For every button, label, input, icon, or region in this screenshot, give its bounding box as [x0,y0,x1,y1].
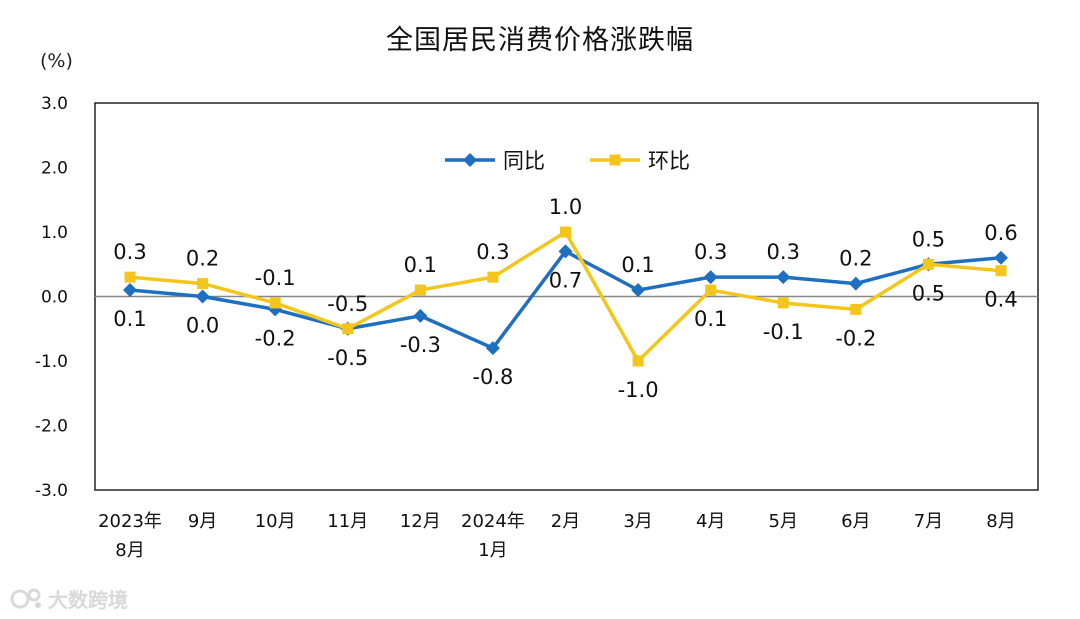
data-label-mom: 0.1 [694,307,727,331]
watermark: 大数跨境 [10,584,128,613]
data-label-yoy: -0.3 [400,333,441,357]
data-point-yoy [123,283,137,298]
data-label-mom: 0.4 [984,288,1017,312]
x-tick-label: 8月 [986,511,1015,532]
data-label-yoy: 0.0 [186,314,219,338]
data-label-yoy: 0.3 [767,240,800,264]
x-tick-label: 9月 [188,511,217,532]
data-point-yoy [848,276,863,291]
data-label-mom: -0.1 [255,266,296,290]
chart-title: 全国居民消费价格涨跌幅 [386,25,694,56]
data-point-yoy [994,250,1008,265]
data-point-mom [342,323,354,335]
watermark-text: 大数跨境 [48,588,128,612]
y-tick-label: -1.0 [35,352,68,372]
data-label-mom: 0.3 [476,240,509,264]
data-label-yoy: -0.5 [327,346,368,370]
data-label-mom: -1.0 [618,378,659,402]
data-label-mom: -0.1 [763,320,804,344]
legend-marker-yoy [463,153,477,167]
data-label-yoy: 0.3 [694,240,727,264]
data-point-yoy [703,270,718,285]
y-tick-label: -2.0 [35,417,68,437]
y-tick-label: 1.0 [41,223,68,243]
brand-logo-icon [10,588,41,608]
data-label-mom: 0.2 [186,247,219,271]
data-point-mom [777,297,789,309]
data-point-yoy [558,244,573,259]
x-tick-label: 11月 [327,511,368,532]
data-label-mom: 0.3 [113,240,146,264]
data-point-mom [705,284,717,296]
x-tick-label: 8月 [115,540,144,561]
y-tick-label: 3.0 [41,94,68,114]
y-tick-label: 0.0 [41,288,68,308]
data-point-mom [414,284,426,296]
data-label-mom: 0.5 [912,281,945,305]
data-label-yoy: 0.5 [912,227,945,251]
data-point-mom [560,226,571,238]
data-label-yoy: 0.1 [621,253,654,277]
x-tick-label: 10月 [255,511,296,532]
data-point-yoy [776,270,791,285]
x-tick-label: 2月 [551,511,580,532]
data-label-yoy: 0.1 [113,307,146,331]
data-label-yoy: -0.8 [472,365,513,389]
data-point-yoy [413,308,428,323]
legend-label: 同比 [503,149,545,173]
y-tick-label: 2.0 [41,159,68,179]
data-point-mom [632,355,644,367]
data-label-yoy: 0.6 [984,221,1017,245]
data-point-yoy [485,341,500,356]
legend-label: 环比 [648,149,690,173]
data-label-mom: -0.5 [327,292,368,316]
data-label-yoy: 0.7 [549,268,582,292]
x-tick-label: 2024年 [461,511,525,532]
data-point-mom [995,265,1007,277]
data-label-mom: 1.0 [549,195,582,219]
data-label-mom: 0.1 [404,253,437,277]
y-tick-label: -3.0 [35,481,68,501]
data-point-yoy [195,289,210,304]
x-tick-label: 4月 [696,511,725,532]
x-tick-label: 6月 [841,511,870,532]
data-point-mom [487,271,499,283]
x-tick-label: 2023年 [98,511,162,532]
data-point-mom [269,297,281,309]
data-label-yoy: 0.2 [839,247,872,271]
x-tick-label: 5月 [769,511,798,532]
x-tick-label: 12月 [400,511,441,532]
data-point-mom [922,258,934,270]
legend-marker-mom [609,154,621,166]
data-point-mom [124,271,136,283]
data-point-mom [850,303,862,315]
data-point-yoy [631,283,646,298]
data-label-yoy: -0.2 [255,326,296,350]
x-tick-label: 3月 [623,511,652,532]
data-point-mom [197,278,209,290]
x-tick-label: 1月 [478,540,507,561]
data-label-mom: -0.2 [835,326,876,350]
y-unit-label: (%) [40,50,73,72]
x-tick-label: 7月 [914,511,943,532]
